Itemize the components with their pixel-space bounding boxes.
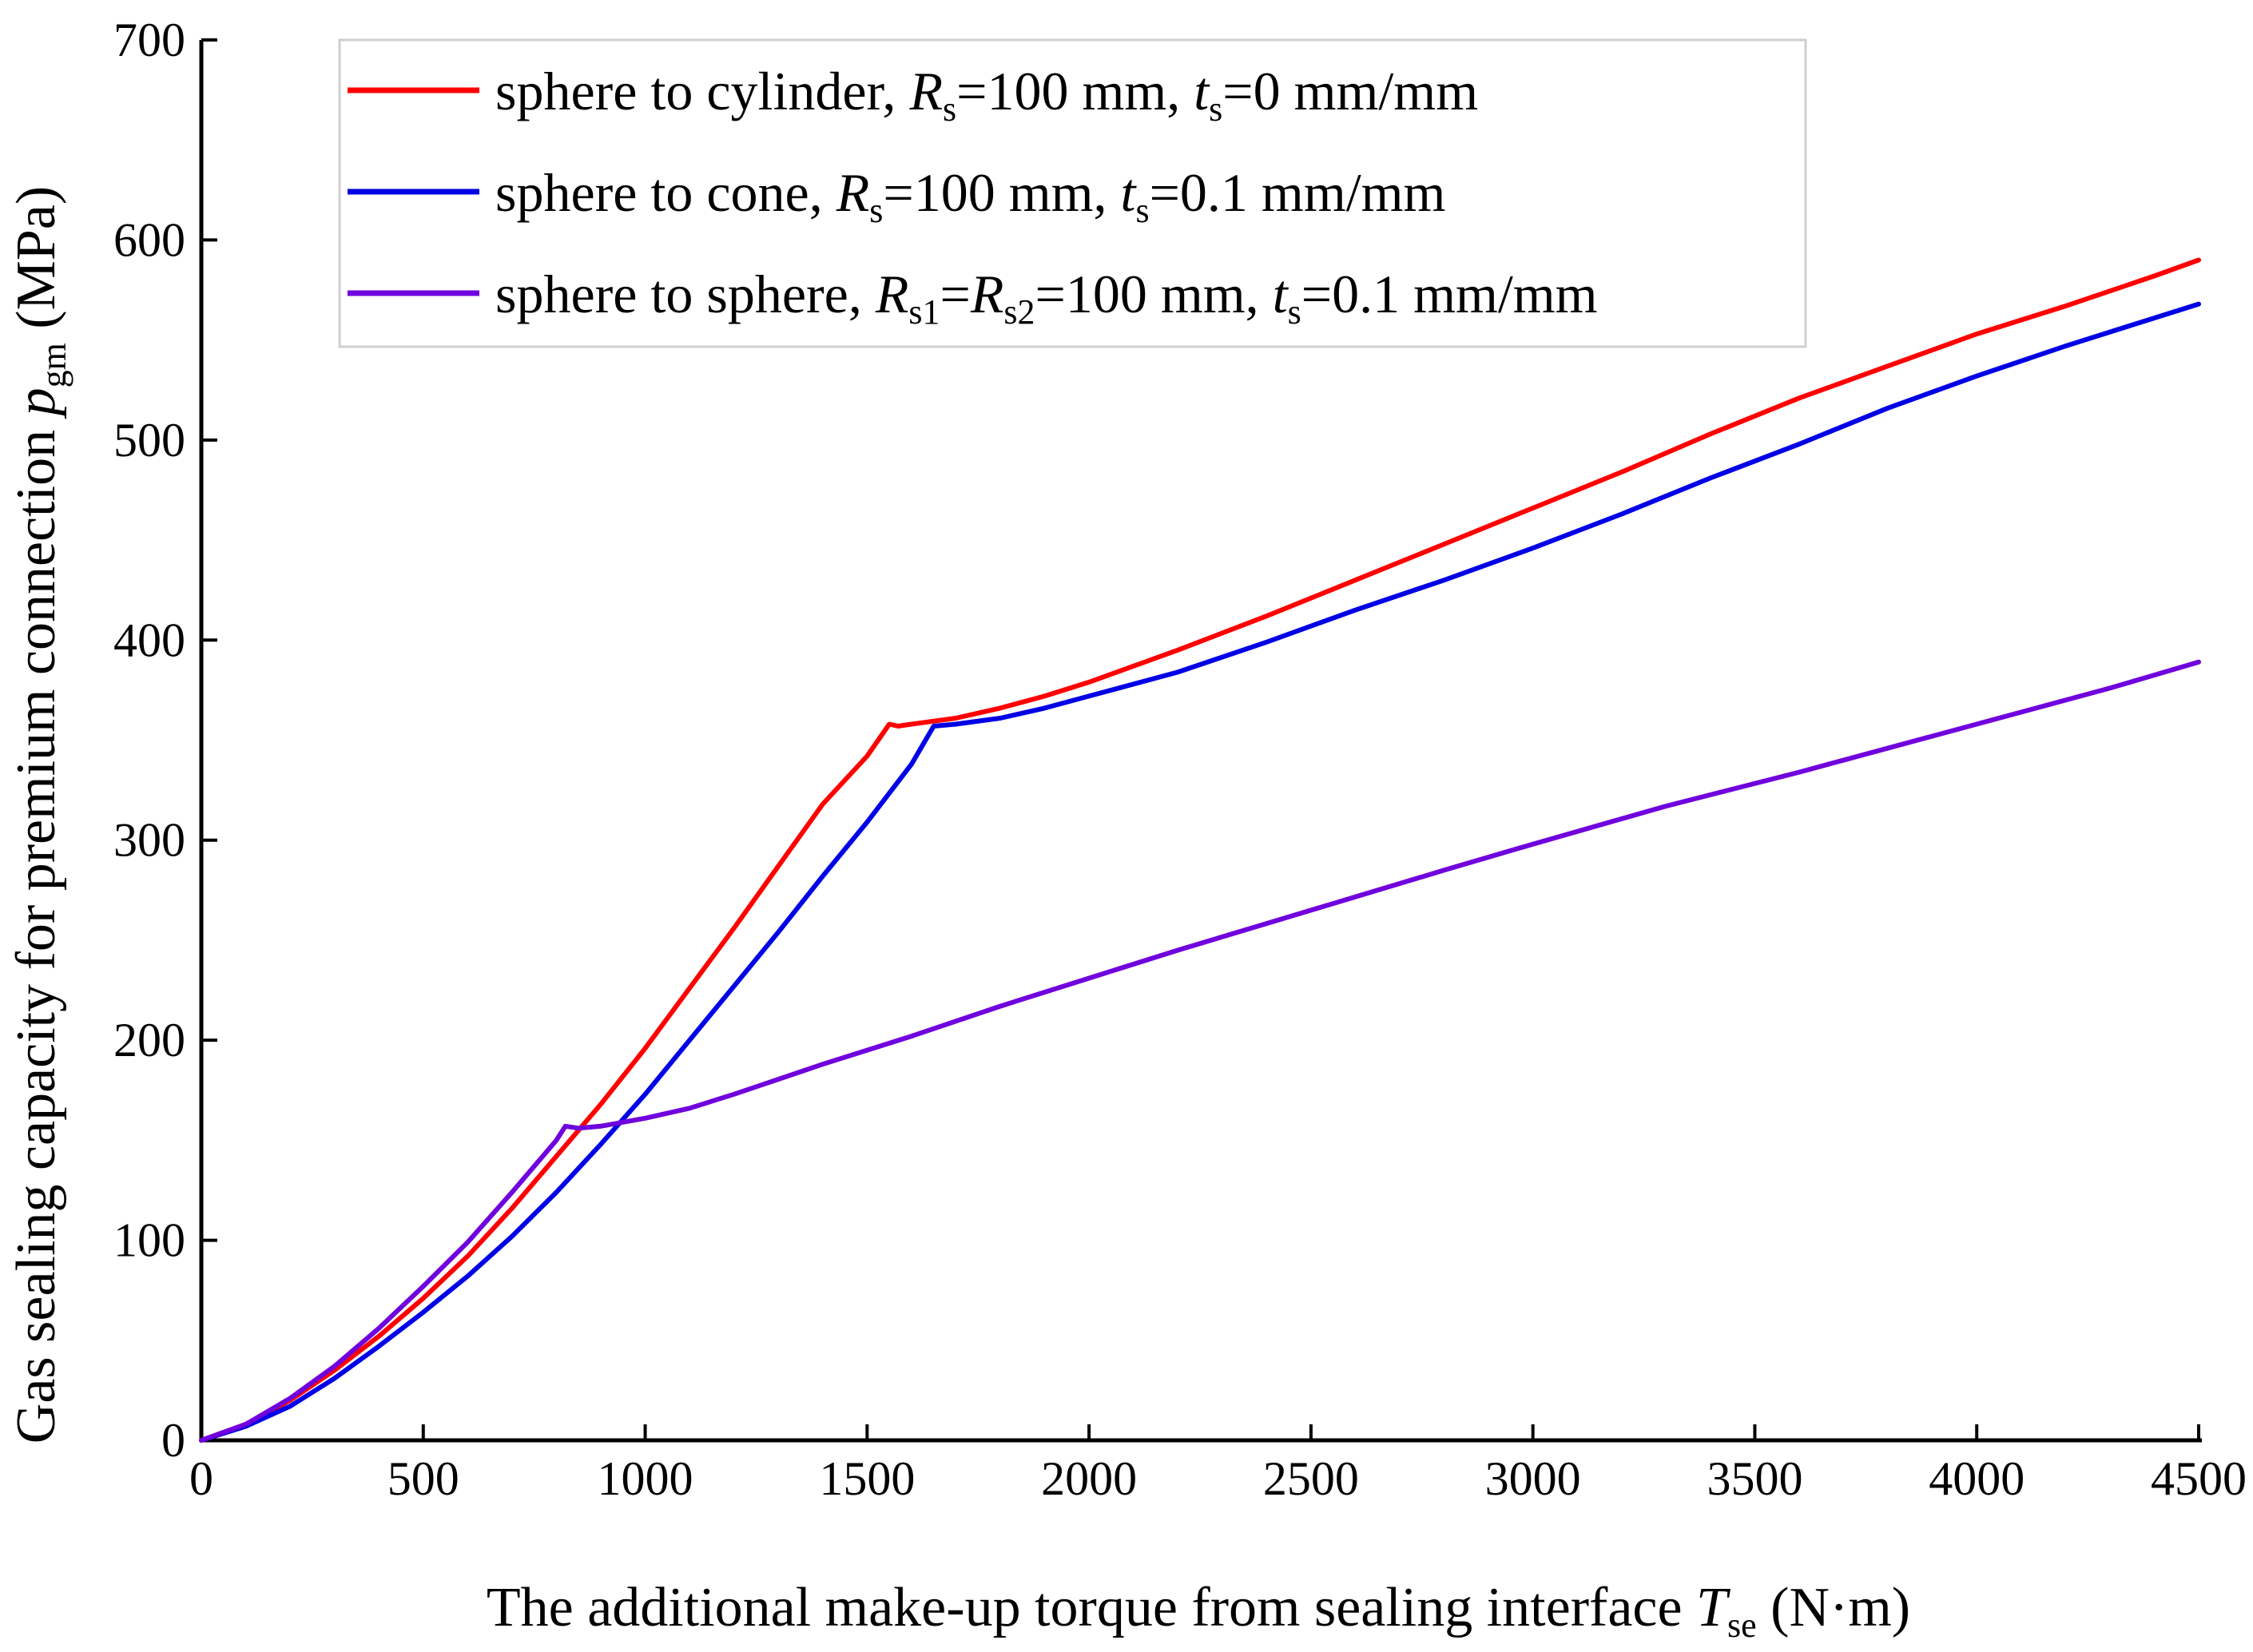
x-axis-title: The additional make-up torque from seali… xyxy=(487,1577,1910,1645)
series-line-sphere-to-cylinder xyxy=(199,257,2201,1443)
y-tick-label: 400 xyxy=(113,614,185,666)
x-tick-label: 3500 xyxy=(1707,1452,1802,1505)
legend-label-cone: sphere to cone, Rs=100 mm, ts=0.1 mm/mm xyxy=(495,162,1445,230)
series-group xyxy=(199,257,2201,1443)
y-tick-label: 300 xyxy=(113,814,185,867)
y-tick-label: 600 xyxy=(113,213,185,266)
legend-box xyxy=(338,38,1807,348)
legend-label-sphere: sphere to sphere, Rs1=Rs2=100 mm, ts=0.1… xyxy=(495,264,1598,332)
x-tick-label: 2000 xyxy=(1041,1452,1137,1505)
y-tick-label: 100 xyxy=(113,1214,185,1267)
x-tick-label: 500 xyxy=(387,1452,459,1505)
x-tick-label: 1000 xyxy=(598,1452,693,1505)
y-tick-label: 700 xyxy=(113,14,185,66)
x-tick-label: 4000 xyxy=(1929,1452,2025,1505)
legend: sphere to cylinder, Rs=100 mm, ts=0 mm/m… xyxy=(338,38,1807,348)
series-line-sphere-to-cone xyxy=(199,301,2201,1443)
x-tick-label: 0 xyxy=(189,1452,213,1505)
y-axis-title: Gas sealing capacity for premium connect… xyxy=(6,186,74,1444)
series-line-sphere-to-sphere xyxy=(199,659,2201,1443)
x-tick-label: 3000 xyxy=(1485,1452,1581,1505)
y-tick-label: 200 xyxy=(113,1014,185,1066)
axes xyxy=(199,40,2202,1443)
x-tick-label: 4500 xyxy=(2151,1452,2247,1505)
tick-group: 0 500 1000 1500 2000 2500 3000 3500 4000 4500 0 100… xyxy=(113,14,2247,1505)
y-tick-label: 500 xyxy=(113,414,185,467)
x-tick-label: 2500 xyxy=(1263,1452,1359,1505)
x-tick-label: 1500 xyxy=(819,1452,915,1505)
y-tick-label: 0 xyxy=(161,1414,185,1467)
legend-label-cylinder: sphere to cylinder, Rs=100 mm, ts=0 mm/m… xyxy=(495,61,1478,129)
